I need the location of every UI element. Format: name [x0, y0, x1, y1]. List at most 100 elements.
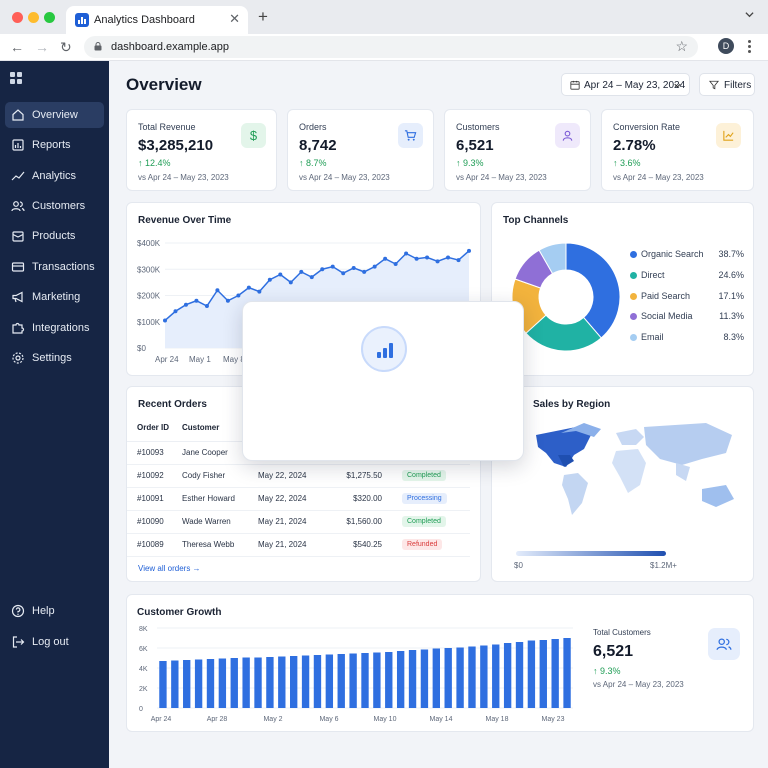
filters-button[interactable]: Filters — [699, 73, 755, 96]
growth-bar — [242, 657, 250, 708]
world-map — [536, 423, 734, 515]
sidebar-item-label: Transactions — [32, 261, 95, 273]
revenue-point — [341, 271, 346, 276]
maximize-window-button[interactable] — [44, 12, 55, 23]
kpi-card-orders: Orders 8,742 ↑ 8.7% vs Apr 24 – May 23, … — [287, 109, 434, 191]
sidebar-item-products[interactable]: Products — [5, 223, 104, 249]
total-customers-label: Total Customers — [593, 628, 651, 637]
gear-icon — [12, 352, 24, 364]
growth-bar — [183, 660, 191, 708]
growth-bar — [361, 653, 369, 708]
column-header-order-id: Order ID — [127, 415, 172, 442]
x-tick-label: May 2 — [263, 716, 282, 723]
reload-button[interactable]: ↻ — [60, 39, 72, 55]
table-row[interactable]: #10089 Theresa Webb May 21, 2024 $540.25 Ref… — [127, 533, 470, 557]
date-range-picker[interactable]: Apr 24 – May 23, 2024 — [561, 73, 690, 96]
sidebar-item-reports[interactable]: Reports — [5, 132, 104, 158]
close-tab-icon[interactable]: ✕ — [229, 11, 240, 26]
user-icon — [555, 123, 580, 148]
kpi-value: $3,285,210 — [138, 137, 214, 154]
x-tick-label: May 18 — [486, 716, 509, 723]
sidebar-item-label: Analytics — [32, 170, 77, 182]
page-title: Overview — [126, 75, 202, 94]
donut-slice — [565, 242, 621, 339]
back-button[interactable]: ← — [10, 39, 24, 55]
kpi-label: Total Revenue — [138, 122, 196, 132]
revenue-point — [425, 255, 430, 260]
growth-bar — [159, 661, 167, 708]
forward-button[interactable]: → — [35, 39, 49, 55]
y-tick-label: 6K — [139, 646, 148, 653]
browser-menu-icon[interactable] — [748, 40, 751, 55]
close-window-button[interactable] — [12, 12, 23, 23]
revenue-point — [183, 302, 188, 307]
kpi-comparison: vs Apr 24 – May 23, 2023 — [613, 173, 704, 182]
sidebar-item-overview[interactable]: Overview — [5, 102, 104, 128]
help-icon — [11, 604, 25, 618]
chevron-down-icon[interactable] — [745, 10, 754, 19]
revenue-point — [330, 264, 335, 269]
status-badge: Completed — [402, 470, 446, 481]
growth-bar — [480, 645, 488, 708]
loading-spinner — [361, 326, 407, 372]
reports-icon — [12, 139, 24, 151]
chart-up-icon — [716, 123, 741, 148]
table-row[interactable]: #10090 Wade Warren May 21, 2024 $1,560.00 Co… — [127, 510, 470, 534]
kpi-delta: ↑ 3.6% — [613, 158, 641, 168]
kpi-delta: ↑ 9.3% — [456, 158, 484, 168]
sidebar-item-marketing[interactable]: Marketing — [5, 284, 104, 310]
app-grid-logo-icon[interactable] — [10, 72, 23, 85]
channels-title: Top Channels — [503, 215, 569, 226]
growth-bar — [290, 656, 298, 708]
region-scale-max: $1.2M+ — [650, 561, 677, 570]
kpi-card-total-revenue: Total Revenue $3,285,210 ↑ 12.4% vs Apr … — [126, 109, 277, 191]
view-all-orders-link[interactable]: View all orders → — [138, 564, 201, 573]
customer-growth-chart: 0 2K 4K 6K 8K Apr 24 Apr 28 May 2 May 6 May 10 May… — [139, 626, 573, 723]
x-tick-label: May 8 — [223, 355, 245, 364]
revenue-point — [215, 288, 220, 293]
customer-growth-card: Customer Growth 0 2K 4K 6K 8K Apr 24 Apr 28 May… — [126, 594, 754, 732]
sidebar-item-label: Help — [32, 605, 55, 617]
y-tick-label: $100K — [137, 318, 161, 327]
table-row[interactable]: #10091 Esther Howard May 22, 2024 $320.00 Pr… — [127, 487, 470, 511]
growth-bar — [420, 649, 429, 708]
dollar-icon: $ — [241, 123, 266, 148]
browser-tab[interactable]: Analytics Dashboard ✕ — [66, 6, 248, 34]
revenue-point — [351, 265, 356, 270]
address-bar: ← → ↻ dashboard.example.app ☆ — [0, 34, 768, 61]
region-scale-bar — [516, 551, 666, 556]
new-tab-button[interactable]: + — [258, 7, 268, 26]
sidebar-item-transactions[interactable]: Transactions — [5, 254, 104, 280]
sidebar-item-settings[interactable]: Settings — [5, 345, 104, 371]
bookmark-star-icon[interactable]: ☆ — [675, 38, 688, 54]
revenue-point — [362, 269, 367, 274]
growth-bar — [206, 659, 215, 708]
revenue-point — [309, 275, 314, 280]
revenue-point — [446, 255, 451, 260]
profile-avatar[interactable]: D — [718, 38, 734, 54]
growth-bar — [373, 652, 381, 708]
kpi-label: Orders — [299, 122, 327, 132]
growth-bar — [337, 654, 345, 708]
growth-bar — [171, 660, 179, 708]
sidebar-item-analytics[interactable]: Analytics — [5, 163, 104, 189]
sidebar-item-integrations[interactable]: Integrations — [5, 315, 104, 341]
sidebar: Overview Reports Analytics Customers Pro… — [0, 61, 109, 768]
sidebar-item-logout[interactable]: Log out — [5, 629, 104, 655]
sidebar-item-help[interactable]: Help — [5, 598, 104, 624]
sidebar-item-customers[interactable]: Customers — [5, 193, 104, 219]
minimize-window-button[interactable] — [28, 12, 39, 23]
x-tick-label: May 6 — [319, 716, 338, 723]
revenue-point — [278, 272, 283, 277]
status-badge: Refunded — [402, 539, 443, 550]
growth-bar — [230, 658, 238, 708]
growth-bar — [492, 644, 500, 708]
chevron-down-icon — [674, 83, 681, 88]
total-customers-delta: ↑ 9.3% — [593, 666, 621, 676]
orders-table: Order ID Customer #10093 Jane Cooper #100… — [127, 415, 470, 557]
growth-bar — [563, 638, 571, 708]
x-tick-label: Apr 24 — [151, 716, 172, 723]
revenue-point — [246, 285, 251, 290]
table-row[interactable]: #10092 Cody Fisher May 22, 2024 $1,275.50 Co… — [127, 464, 470, 488]
url-field[interactable]: dashboard.example.app ☆ — [84, 36, 698, 58]
